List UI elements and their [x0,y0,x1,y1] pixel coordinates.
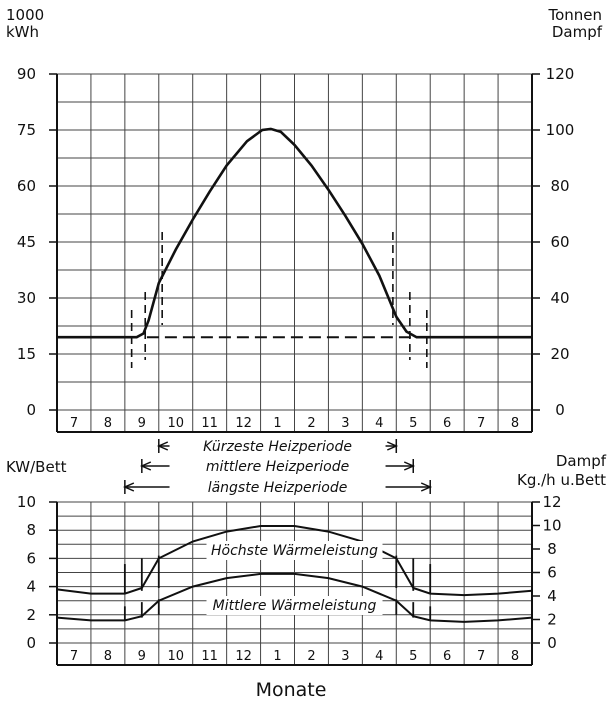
month-label: 8 [511,649,519,664]
right-unit-line-1: Dampf [556,452,607,470]
right-unit-line-2: Dampf [552,23,603,41]
right-tick-label: 100 [546,121,575,139]
month-label: 7 [70,649,78,664]
right-tick-label: 80 [550,177,569,195]
arrow-head-left [156,441,169,451]
right-tick-label: 0 [547,634,557,652]
month-label: 7 [70,416,78,431]
period-label-bg [169,456,386,476]
month-label: 12 [235,649,252,664]
arrow-head-left [139,461,152,471]
period-label-bg [169,436,386,456]
left-unit-line-2: kWh [6,23,39,41]
left-tick-label: 45 [17,233,36,251]
left-tick-label: 2 [26,606,36,624]
annotation-bg [206,596,383,615]
x-axis-label: Monate [256,679,327,701]
series-annotation: Mittlere Wärmeleistung [213,598,377,614]
right-tick-label: 6 [547,564,557,582]
annotation-bg [206,541,383,560]
month-label: 1 [273,416,281,431]
right-tick-label: 4 [547,587,557,605]
left-tick-label: 6 [26,549,36,567]
right-tick-label: 40 [550,289,569,307]
arrow-head-right [403,461,416,471]
mean-heat-series [56,572,533,623]
month-label: 7 [477,649,485,664]
left-tick-label: 0 [26,634,36,652]
month-label: 4 [375,649,383,664]
month-label: 5 [409,649,417,664]
month-label: 8 [104,416,112,431]
left-tick-label: 30 [17,289,36,307]
right-unit-line-2: Kg./h u.Bett [517,471,606,489]
month-label: 8 [511,416,519,431]
month-label: 4 [375,416,383,431]
month-label: 2 [307,649,315,664]
month-label: 10 [167,416,184,431]
month-label: 2 [307,416,315,431]
month-label: 9 [138,649,146,664]
right-tick-label: 120 [546,65,575,83]
month-label: 3 [341,416,349,431]
left-tick-label: 8 [26,521,36,539]
max-heat-series [56,525,533,597]
left-unit-line-1: KW/Bett [6,458,67,476]
month-label: 11 [201,416,218,431]
arrow-head-right [386,441,399,451]
heat-demand-series [57,127,532,339]
month-label: 10 [167,649,184,664]
period-label: Kürzeste Heizperiode [203,439,352,455]
right-tick-label: 20 [550,345,569,363]
month-label: 1 [273,649,281,664]
month-label: 3 [341,649,349,664]
left-tick-label: 90 [17,65,36,83]
right-tick-label: 12 [542,493,561,511]
month-label: 7 [477,416,485,431]
month-label: 5 [409,416,417,431]
left-tick-label: 15 [17,345,36,363]
left-tick-label: 10 [17,493,36,511]
period-label: längste Heizperiode [208,480,348,496]
month-label: 6 [443,649,451,664]
left-unit-line-1: 1000 [6,6,44,24]
right-tick-label: 0 [555,401,565,419]
arrow-head-left [123,482,135,492]
period-label-bg [169,477,386,497]
arrow-head-right [420,482,433,492]
period-label: mittlere Heizperiode [206,459,349,475]
month-label: 8 [104,649,112,664]
month-label: 12 [235,416,252,431]
left-tick-label: 4 [26,578,36,596]
right-unit-line-1: Tonnen [547,6,602,24]
left-tick-label: 60 [17,177,36,195]
right-tick-label: 60 [550,233,569,251]
right-tick-label: 8 [547,540,557,558]
series-annotation: Höchste Wärmeleistung [211,543,378,559]
month-label: 11 [201,649,218,664]
right-tick-label: 2 [547,611,557,629]
right-tick-label: 10 [542,517,561,535]
left-tick-label: 0 [26,401,36,419]
month-label: 9 [138,416,146,431]
month-label: 6 [443,416,451,431]
left-tick-label: 75 [17,121,36,139]
